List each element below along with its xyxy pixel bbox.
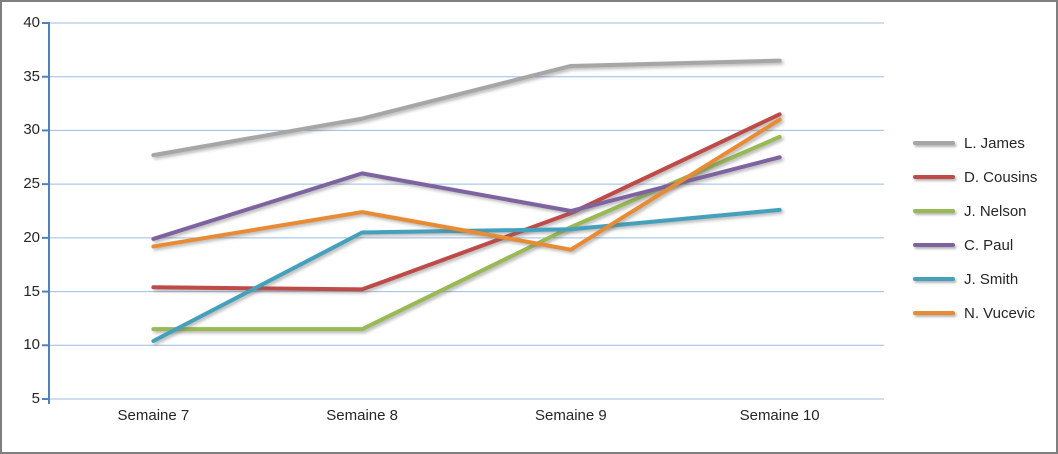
legend-swatch xyxy=(913,141,955,145)
y-axis-label: 30 xyxy=(23,121,40,139)
legend-item: N. Vucevic xyxy=(913,296,1037,330)
y-axis-label: 5 xyxy=(31,390,40,407)
y-axis-label: 25 xyxy=(23,175,40,193)
y-axis-label: 15 xyxy=(23,282,40,300)
x-axis-label: Semaine 8 xyxy=(326,407,398,424)
series-line-l-james xyxy=(151,58,782,158)
legend-swatch xyxy=(913,209,955,213)
legend-item: D. Cousins xyxy=(913,160,1037,194)
x-axis-label: Semaine 10 xyxy=(739,407,820,424)
y-axis-label: 35 xyxy=(23,67,40,85)
y-axis-label: 10 xyxy=(23,336,40,354)
legend-label: J. Nelson xyxy=(964,202,1027,220)
legend-item: C. Paul xyxy=(913,228,1037,262)
legend-label: L. James xyxy=(964,134,1025,152)
y-axis-label: 20 xyxy=(23,228,40,246)
legend-swatch xyxy=(913,175,955,179)
legend-swatch xyxy=(913,277,955,281)
x-axis-label: Semaine 7 xyxy=(117,407,190,424)
legend-swatch xyxy=(913,311,955,315)
legend: L. James D. Cousins J. Nelson C. Paul J. Smi… xyxy=(913,126,1037,330)
legend-label: J. Smith xyxy=(964,270,1019,288)
legend-label: D. Cousins xyxy=(964,168,1038,186)
legend-item: J. Nelson xyxy=(913,194,1037,228)
series-line-j-nelson xyxy=(151,134,782,332)
y-axis-label: 40 xyxy=(23,14,40,31)
series-line-c-paul xyxy=(151,155,782,241)
legend-item: L. James xyxy=(913,126,1037,160)
legend-label: C. Paul xyxy=(964,236,1014,254)
series-line-n-vucevic xyxy=(151,117,782,252)
legend-label: N. Vucevic xyxy=(964,304,1036,322)
legend-item: J. Smith xyxy=(913,262,1037,296)
x-axis-label: Semaine 9 xyxy=(535,407,607,424)
legend-swatch xyxy=(913,243,955,247)
